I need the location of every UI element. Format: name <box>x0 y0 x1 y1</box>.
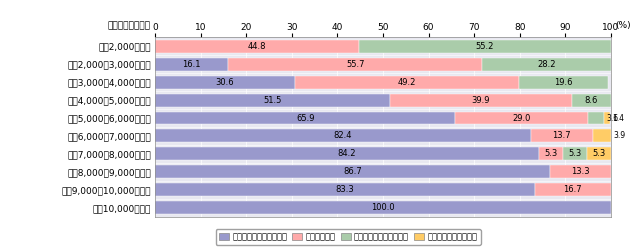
Text: 65.9: 65.9 <box>296 114 315 123</box>
Bar <box>482 58 611 71</box>
Text: 30.6: 30.6 <box>215 78 234 87</box>
Text: 5.3: 5.3 <box>544 149 558 158</box>
Text: 8.6: 8.6 <box>584 96 598 105</box>
Text: (%): (%) <box>615 21 631 30</box>
Text: 19.6: 19.6 <box>555 78 573 87</box>
Text: 現在の月額利用料: 現在の月額利用料 <box>108 21 151 30</box>
Bar <box>550 165 611 178</box>
Text: 55.2: 55.2 <box>476 42 494 51</box>
Bar <box>294 76 519 89</box>
Bar <box>455 112 587 124</box>
Text: 16.1: 16.1 <box>182 60 201 69</box>
Text: 83.3: 83.3 <box>335 185 354 194</box>
Text: 44.8: 44.8 <box>248 42 266 51</box>
Bar <box>572 94 611 107</box>
Text: 29.0: 29.0 <box>512 114 530 123</box>
Text: 3.9: 3.9 <box>613 131 625 140</box>
Bar <box>390 94 572 107</box>
Bar <box>155 147 539 160</box>
Text: 49.2: 49.2 <box>398 78 416 87</box>
Bar <box>155 94 390 107</box>
Text: 84.2: 84.2 <box>338 149 356 158</box>
Text: 3.6: 3.6 <box>606 114 618 123</box>
Bar <box>587 112 604 124</box>
Text: 39.9: 39.9 <box>472 96 490 105</box>
Text: 51.5: 51.5 <box>263 96 282 105</box>
Text: 16.7: 16.7 <box>563 185 582 194</box>
Text: 13.7: 13.7 <box>553 131 571 140</box>
Bar <box>229 58 482 71</box>
Text: 1.4: 1.4 <box>613 114 625 123</box>
Bar <box>155 129 530 142</box>
Legend: 現在の月額利用料金未満, 現在と同程度, 現在の月額利用料金以上, いくらでも利用したい: 現在の月額利用料金未満, 現在と同程度, 現在の月額利用料金以上, いくらでも利… <box>216 229 480 245</box>
Text: 13.3: 13.3 <box>571 167 590 176</box>
Bar <box>155 58 229 71</box>
Text: 5.3: 5.3 <box>592 149 606 158</box>
Bar <box>539 147 563 160</box>
Bar <box>593 129 611 142</box>
Bar <box>587 147 611 160</box>
Bar <box>155 201 611 214</box>
Bar <box>155 76 294 89</box>
Bar <box>604 112 610 124</box>
Bar <box>530 129 593 142</box>
Text: 5.3: 5.3 <box>568 149 582 158</box>
Text: 55.7: 55.7 <box>346 60 365 69</box>
Text: 82.4: 82.4 <box>334 131 352 140</box>
Text: 28.2: 28.2 <box>537 60 556 69</box>
Bar <box>155 183 535 196</box>
Bar <box>519 76 608 89</box>
Bar <box>155 112 455 124</box>
Bar <box>155 40 360 53</box>
Bar <box>563 147 587 160</box>
Text: 100.0: 100.0 <box>371 203 395 212</box>
Text: 86.7: 86.7 <box>343 167 362 176</box>
Bar <box>360 40 611 53</box>
Bar <box>535 183 611 196</box>
Bar <box>155 165 550 178</box>
